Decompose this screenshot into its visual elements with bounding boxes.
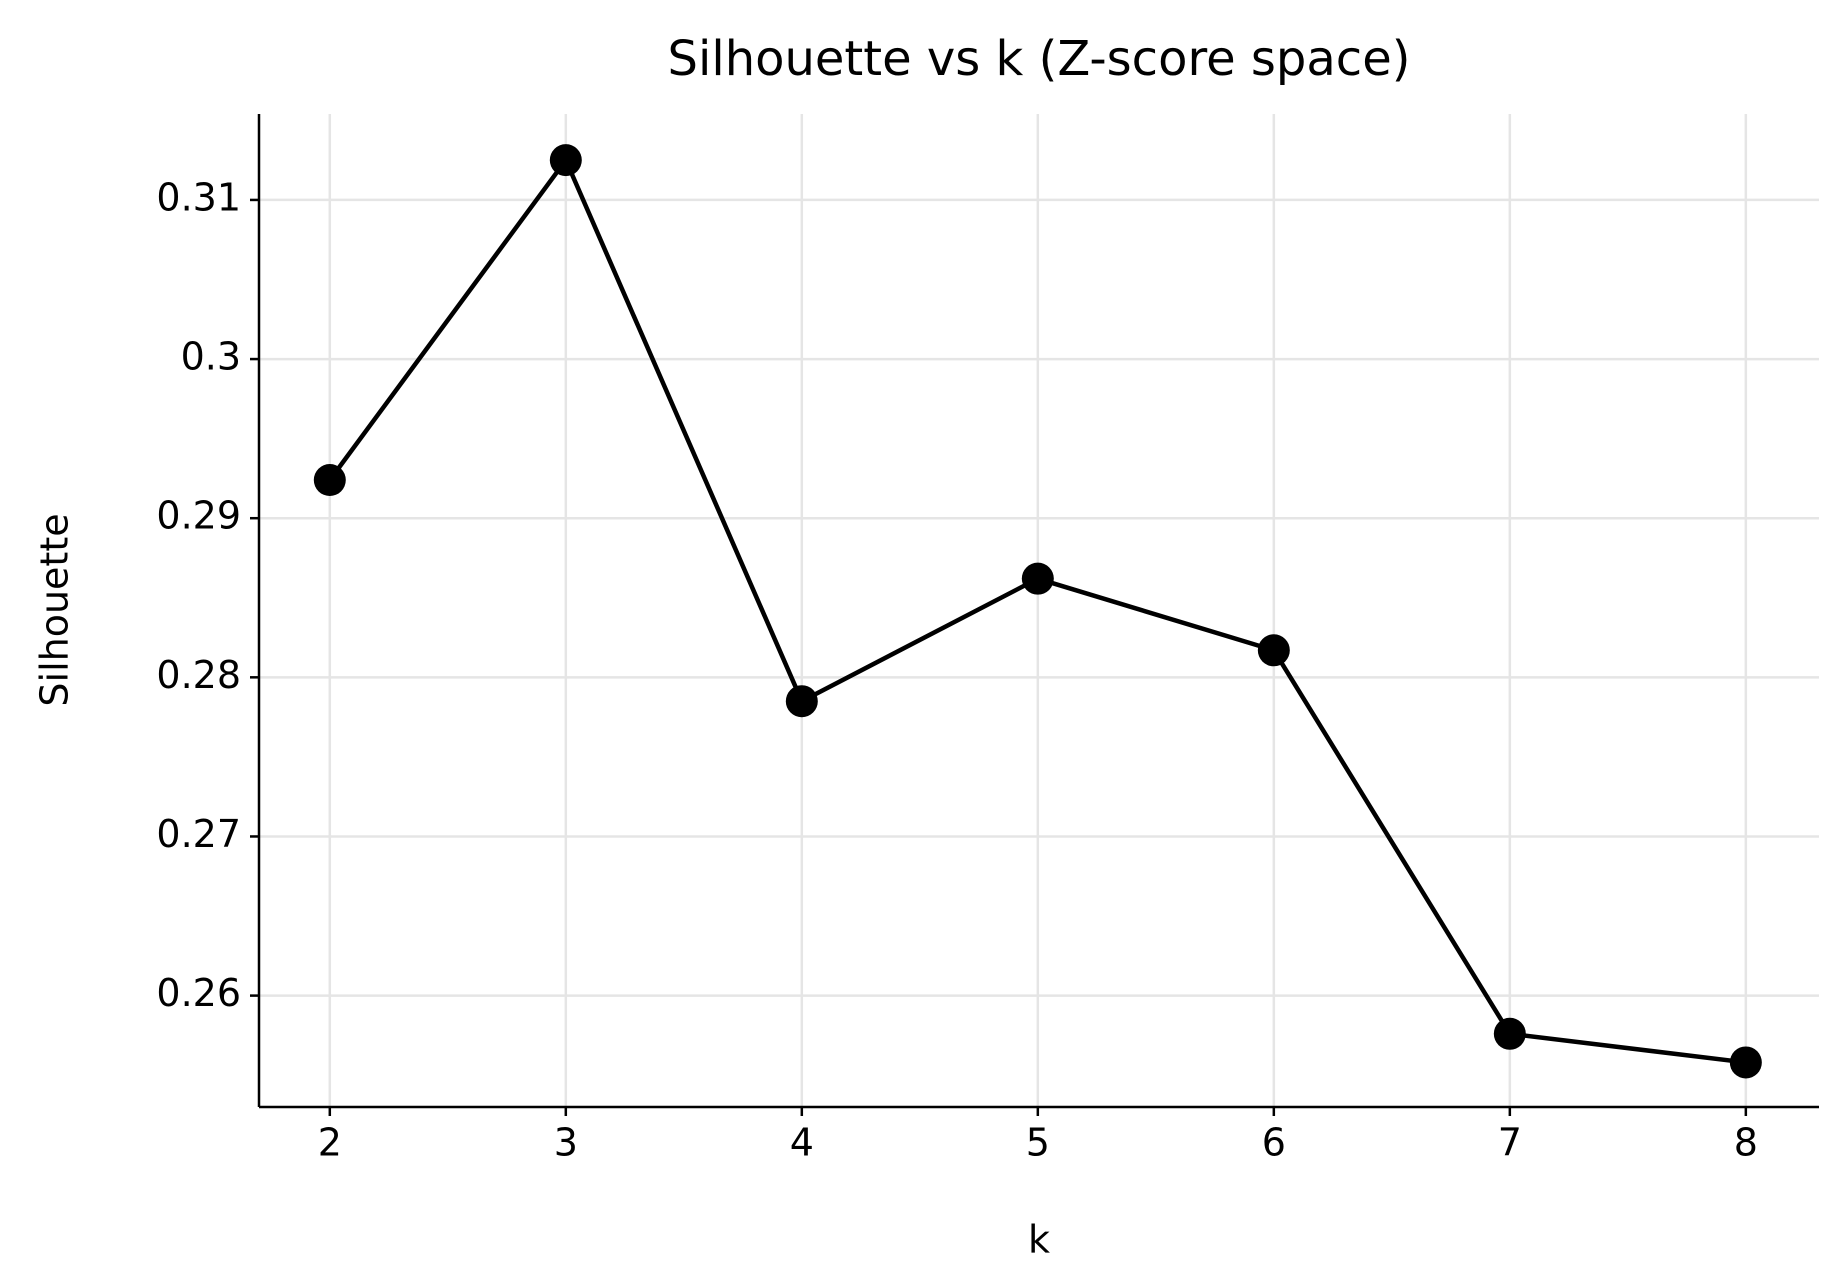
data-point	[785, 685, 818, 718]
data-point	[1257, 634, 1290, 667]
data-point	[1729, 1046, 1762, 1079]
data-point	[1021, 562, 1054, 595]
data-point	[549, 144, 582, 177]
y-axis-label: Silhouette	[33, 513, 77, 706]
y-tick-label: 0.28	[156, 653, 241, 697]
y-tick-label: 0.26	[156, 971, 241, 1015]
x-tick-label: 4	[790, 1121, 814, 1165]
x-tick-label: 6	[1262, 1121, 1286, 1165]
x-axis-label: k	[1028, 1218, 1050, 1262]
y-tick-label: 0.3	[181, 335, 241, 379]
x-tick-label: 3	[554, 1121, 578, 1165]
y-tick-label: 0.31	[156, 175, 241, 219]
x-tick-label: 8	[1734, 1121, 1758, 1165]
chart-title: Silhouette vs k (Z-score space)	[668, 31, 1411, 87]
data-point	[1493, 1017, 1526, 1050]
x-tick-label: 7	[1498, 1121, 1522, 1165]
x-tick-label: 5	[1026, 1121, 1050, 1165]
y-tick-label: 0.27	[156, 812, 241, 856]
data-point	[313, 464, 346, 497]
y-tick-label: 0.29	[156, 494, 241, 538]
x-tick-label: 2	[318, 1121, 342, 1165]
